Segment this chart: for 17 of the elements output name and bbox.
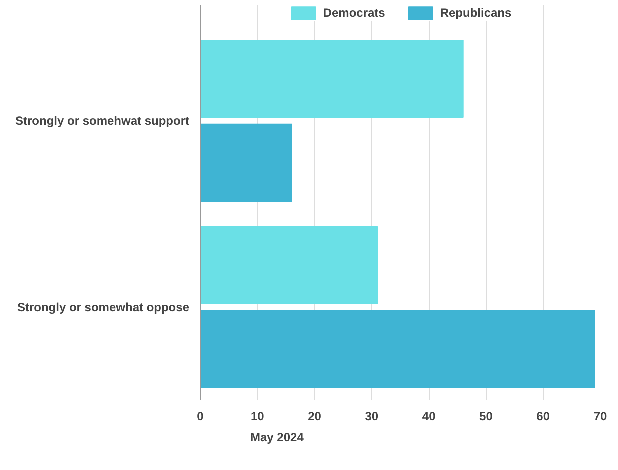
y-tick-label: Strongly or somehwat support <box>15 114 190 128</box>
x-tick-label: 70 <box>594 410 608 424</box>
bar <box>200 40 464 118</box>
bar <box>200 226 378 304</box>
y-tick-label: Strongly or somewhat oppose <box>17 300 190 314</box>
text: May 2024 <box>250 430 304 444</box>
x-tick-label: 0 <box>197 410 204 424</box>
legend-label: Republicans <box>440 6 512 20</box>
bar <box>200 310 596 388</box>
x-tick-label: 30 <box>365 410 379 424</box>
x-tick-label: 20 <box>308 410 322 424</box>
legend-label: Democrats <box>323 6 386 20</box>
x-tick-label: 40 <box>422 410 436 424</box>
x-tick-label: 10 <box>250 410 265 424</box>
x-tick-label: 50 <box>480 410 494 424</box>
bar <box>200 124 292 202</box>
x-tick-label: 60 <box>536 410 550 424</box>
